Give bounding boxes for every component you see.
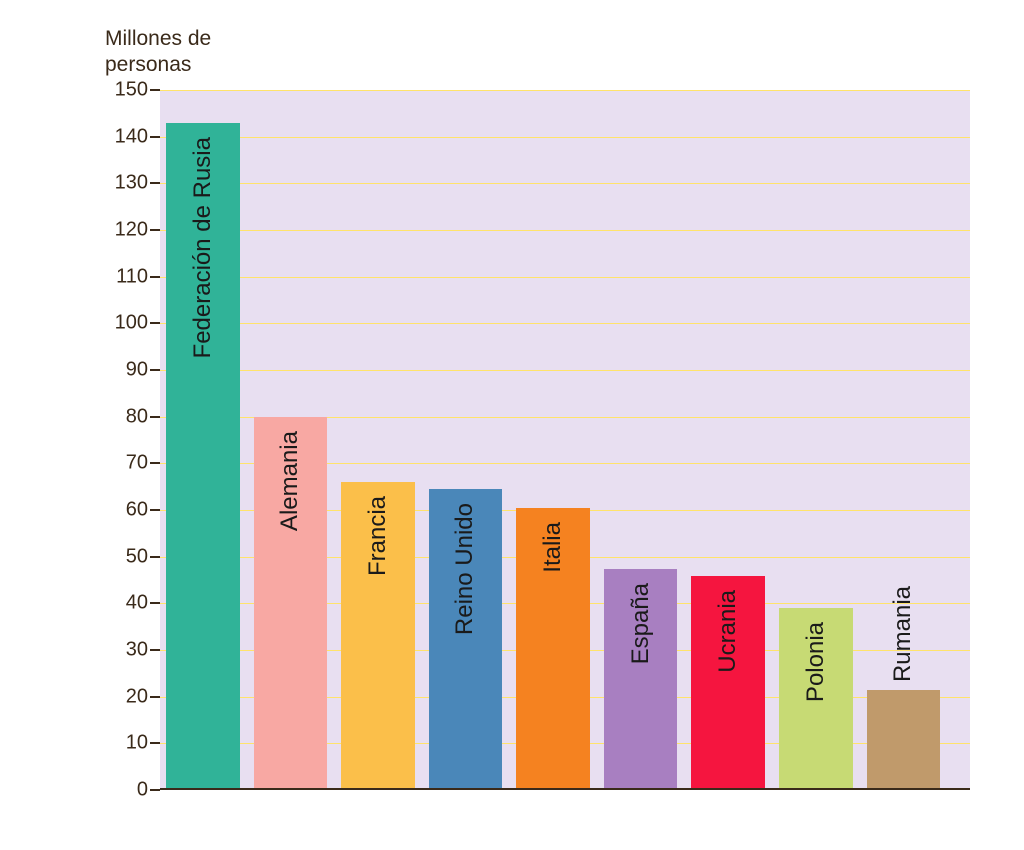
y-tick-mark <box>150 322 160 324</box>
y-tick-label: 150 <box>115 79 148 102</box>
y-axis: 0102030405060708090100110120130140150 <box>60 90 160 790</box>
plot-area: Federación de Rusia Alemania Francia Reino … <box>160 90 970 790</box>
y-tick-mark <box>150 136 160 138</box>
y-tick-label: 100 <box>115 312 148 335</box>
y-tick-mark <box>150 742 160 744</box>
bar: Polonia <box>779 608 853 788</box>
bar: Italia <box>516 508 590 788</box>
bar: Ucrania <box>691 576 765 788</box>
bar: Rumania <box>867 690 941 788</box>
bar-label: Federación de Rusia <box>189 137 217 358</box>
y-tick-label: 60 <box>126 499 148 522</box>
y-tick-mark <box>150 696 160 698</box>
y-tick-label: 130 <box>115 172 148 195</box>
bar-label: España <box>627 583 655 664</box>
y-title-line1: Millones de <box>105 27 211 50</box>
y-tick-label: 70 <box>126 452 148 475</box>
bar-label: Francia <box>364 496 392 576</box>
bar: Reino Unido <box>429 489 503 788</box>
y-tick-mark <box>150 556 160 558</box>
y-tick-mark <box>150 182 160 184</box>
y-tick-label: 20 <box>126 685 148 708</box>
y-tick-mark <box>150 789 160 791</box>
y-tick-mark <box>150 229 160 231</box>
bar-label: Alemania <box>276 431 304 531</box>
y-tick-label: 0 <box>137 779 148 802</box>
bar: Francia <box>341 482 415 788</box>
bar-label: Italia <box>539 522 567 573</box>
y-tick-mark <box>150 462 160 464</box>
y-tick-mark <box>150 602 160 604</box>
y-axis-title: Millones de personas <box>105 26 211 79</box>
y-tick-label: 40 <box>126 592 148 615</box>
y-tick-mark <box>150 509 160 511</box>
bar-label: Ucrania <box>714 590 742 673</box>
bar: Alemania <box>254 417 328 788</box>
y-tick-mark <box>150 276 160 278</box>
y-tick-mark <box>150 416 160 418</box>
y-tick-mark <box>150 89 160 91</box>
y-tick-mark <box>150 649 160 651</box>
y-tick-label: 140 <box>115 125 148 148</box>
y-tick-label: 120 <box>115 219 148 242</box>
y-tick-label: 80 <box>126 405 148 428</box>
bar: España <box>604 569 678 788</box>
y-title-line2: personas <box>105 53 191 76</box>
y-tick-label: 30 <box>126 639 148 662</box>
bar-label: Rumania <box>889 586 917 682</box>
bars-container: Federación de Rusia Alemania Francia Reino … <box>160 90 970 788</box>
population-bar-chart: Millones de personas 0 10 20 30 40 50 60 70 80 90… <box>60 30 980 810</box>
y-tick-label: 110 <box>116 265 148 288</box>
bar-label: Reino Unido <box>451 503 479 635</box>
bar-label: Polonia <box>802 622 830 702</box>
y-tick-label: 10 <box>126 732 148 755</box>
y-tick-label: 90 <box>126 359 148 382</box>
y-tick-label: 50 <box>126 545 148 568</box>
bar: Federación de Rusia <box>166 123 240 788</box>
y-tick-mark <box>150 369 160 371</box>
